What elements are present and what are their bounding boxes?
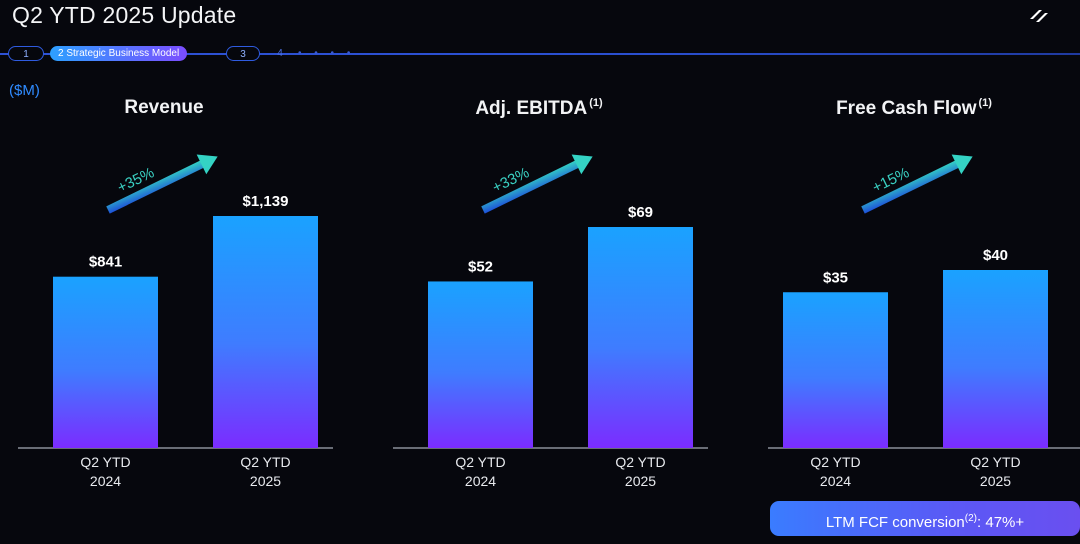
progress-step-3[interactable]: 3: [226, 46, 260, 61]
ebitda-growth-arrow-shaft: [481, 159, 582, 214]
revenue-category-label-2-line-2: 2025: [250, 473, 281, 489]
fcf-category-label-2-line-2: 2025: [980, 473, 1011, 489]
ebitda-category-label-2-line-1: Q2 YTD: [615, 454, 665, 470]
revenue-growth-arrow-head: [196, 154, 218, 175]
fcf-growth-arrow-head: [951, 154, 973, 175]
revenue-growth-arrow: +35%: [106, 154, 218, 214]
revenue-category-label-1-line-2: 2024: [90, 473, 121, 489]
ebitda-value-label-2: $69: [628, 204, 653, 221]
unit-label: ($M): [9, 82, 40, 99]
fcf-category-label-2-line-1: Q2 YTD: [970, 454, 1020, 470]
ebitda-growth-arrow: +33%: [481, 154, 593, 214]
ebitda-growth-arrow-head: [571, 154, 593, 175]
revenue-growth-arrow-shaft: [106, 159, 207, 214]
badge-text-after: : 47%+: [977, 514, 1025, 531]
ebitda-category-label-2-line-2: 2025: [625, 473, 656, 489]
fcf-title-footnote: (1): [978, 97, 992, 109]
fcf-category-label-1-line-2: 2024: [820, 473, 851, 489]
revenue-title-text: Revenue: [124, 97, 204, 118]
badge-text-before: LTM FCF conversion: [825, 514, 965, 531]
revenue-category-label-2-line-1: Q2 YTD: [240, 454, 290, 470]
ebitda-category-label-1-line-2: 2024: [465, 473, 496, 489]
revenue-chart-title: Revenue: [14, 97, 314, 119]
progress-line: [0, 53, 1080, 55]
section-progress-nav: 1 2 Strategic Business Model 3 4 • • • •: [0, 44, 1080, 64]
fcf-bar-2: [943, 270, 1048, 448]
ebitda-category-label-1-line-1: Q2 YTD: [455, 454, 505, 470]
page-title: Q2 YTD 2025 Update: [12, 2, 237, 28]
fcf-growth-arrow-shaft: [861, 159, 962, 214]
revenue-bar-1: [53, 276, 158, 448]
progress-more-steps: • • • •: [298, 48, 356, 59]
revenue-value-label-2: $1,139: [243, 193, 289, 210]
fcf-chart-title: Free Cash Flow (1): [764, 97, 1064, 120]
ebitda-bar-2: [588, 227, 693, 448]
fcf-title-text: Free Cash Flow: [836, 98, 977, 119]
brand-logo-icon: [1030, 10, 1048, 22]
badge-footnote: (2): [964, 513, 978, 524]
fcf-value-label-2: $40: [983, 247, 1008, 264]
progress-step-2-active[interactable]: 2 Strategic Business Model: [50, 46, 188, 61]
fcf-growth-arrow: +15%: [861, 154, 973, 214]
revenue-value-label-1: $841: [89, 254, 122, 271]
ebitda-chart-title: Adj. EBITDA (1): [389, 97, 689, 120]
fcf-category-label-1-line-1: Q2 YTD: [810, 454, 860, 470]
progress-step-1[interactable]: 1: [8, 46, 44, 61]
ltm-fcf-conversion-badge: LTM FCF conversion(2): 47%+: [770, 501, 1080, 536]
revenue-category-label-1-line-1: Q2 YTD: [80, 454, 130, 470]
ebitda-title-text: Adj. EBITDA: [475, 98, 588, 119]
fcf-bar-1: [783, 292, 888, 448]
ebitda-value-label-1: $52: [468, 258, 493, 275]
fcf-value-label-1: $35: [823, 269, 848, 286]
revenue-bar-2: [213, 216, 318, 448]
ebitda-bar-1: [428, 281, 533, 448]
ebitda-title-footnote: (1): [589, 97, 603, 109]
progress-step-4[interactable]: 4: [277, 48, 283, 59]
